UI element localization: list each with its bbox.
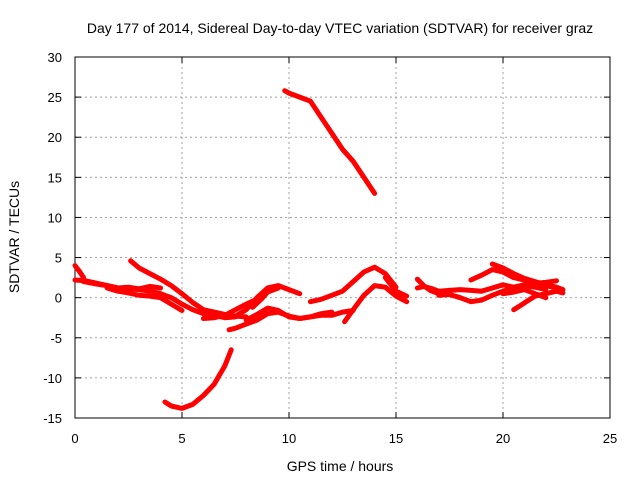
y-tick-label: -5	[50, 331, 62, 346]
x-tick-label: 20	[496, 431, 510, 446]
series-group	[72, 88, 566, 411]
series-arc-12	[282, 88, 378, 196]
y-axis-ticks: -15 -10 -5 0 5 10 15 20 25 30	[43, 50, 610, 426]
series-arc-14	[342, 283, 410, 325]
x-axis-label: GPS time / hours	[287, 458, 394, 474]
series-arc-18	[436, 283, 549, 305]
series-arc-15	[382, 275, 410, 299]
series-arc-3	[81, 279, 164, 292]
x-axis-ticks: 0 5 10 15 20 25	[71, 57, 617, 446]
series-arc-9	[233, 283, 303, 319]
y-tick-label: -10	[43, 371, 62, 386]
y-tick-label: 5	[55, 251, 62, 266]
x-tick-label: 0	[71, 431, 78, 446]
x-tick-label: 10	[282, 431, 296, 446]
plot-frame	[74, 56, 611, 419]
series-arc-10	[243, 305, 356, 323]
chart-title: Day 177 of 2014, Sidereal Day-to-day VTE…	[87, 20, 593, 36]
y-tick-label: 10	[48, 210, 62, 225]
series-arc-20	[489, 261, 566, 293]
series-arc-17	[414, 276, 452, 297]
y-tick-label: 25	[48, 90, 62, 105]
series-arc-7	[200, 296, 260, 321]
y-axis-label: SDTVAR / TECUs	[6, 181, 22, 293]
series-arc-6	[162, 347, 234, 411]
series-arc-13	[307, 264, 399, 305]
x-tick-label: 15	[389, 431, 403, 446]
x-tick-label: 5	[178, 431, 185, 446]
series-arc-4	[104, 285, 185, 313]
y-tick-label: 0	[55, 291, 62, 306]
y-tick-label: 15	[48, 170, 62, 185]
y-tick-label: 30	[48, 50, 62, 65]
y-tick-label: -15	[43, 411, 62, 426]
x-tick-label: 25	[603, 431, 617, 446]
y-tick-label: 20	[48, 130, 62, 145]
series-arc-11	[250, 285, 281, 310]
grid-lines	[75, 57, 610, 418]
series-arc-22	[511, 288, 566, 313]
series-arc-2	[72, 263, 87, 281]
